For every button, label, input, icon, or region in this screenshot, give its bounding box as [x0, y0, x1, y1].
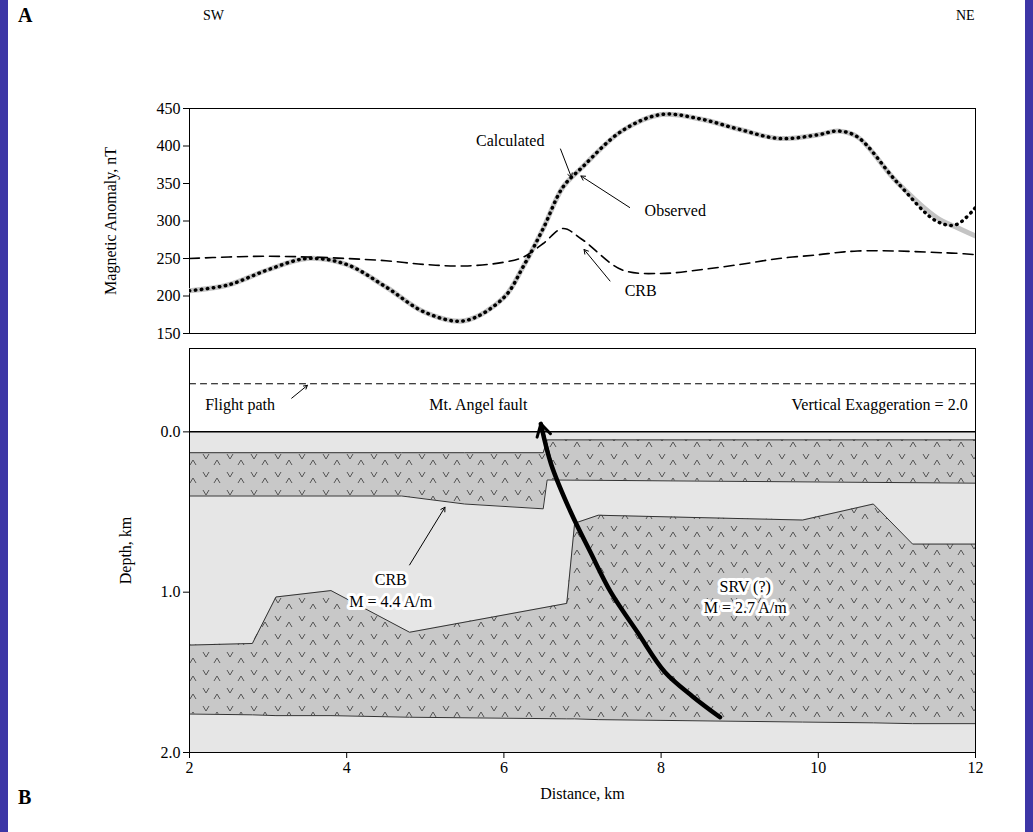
html-text:SW: SW — [203, 8, 224, 23]
svg-text:2.0: 2.0 — [161, 744, 181, 761]
svg-text:300: 300 — [157, 212, 181, 229]
svg-text:2: 2 — [186, 759, 194, 776]
svg-text:Distance, km: Distance, km — [540, 785, 625, 802]
svg-text:8: 8 — [657, 759, 665, 776]
svg-text:250: 250 — [157, 250, 181, 267]
svg-text:4: 4 — [343, 759, 351, 776]
svg-text:350: 350 — [157, 175, 181, 192]
svg-text:CRBM = 4.4 A/m: CRBM = 4.4 A/m — [349, 571, 432, 610]
svg-text:Magnetic Anomaly, nT: Magnetic Anomaly, nT — [102, 147, 120, 295]
svg-text:10: 10 — [810, 759, 826, 776]
html-text:A: A — [18, 4, 33, 26]
svg-text:400: 400 — [157, 137, 181, 154]
svg-text:Vertical Exaggeration = 2.0: Vertical Exaggeration = 2.0 — [792, 396, 968, 414]
html-text:B: B — [18, 786, 32, 808]
svg-text:CRB: CRB — [625, 282, 657, 299]
svg-text:Mt. Angel fault: Mt. Angel fault — [429, 396, 528, 414]
svg-text:12: 12 — [968, 759, 984, 776]
svg-text:150: 150 — [157, 325, 181, 342]
svg-text:200: 200 — [157, 287, 181, 304]
svg-text:6: 6 — [500, 759, 508, 776]
svg-text:Flight path: Flight path — [205, 396, 275, 414]
svg-text:450: 450 — [157, 100, 181, 117]
svg-text:Depth, km: Depth, km — [117, 516, 135, 584]
svg-text:0.0: 0.0 — [161, 423, 181, 440]
svg-text:1.0: 1.0 — [161, 583, 181, 600]
html-text:NE: NE — [956, 8, 975, 23]
svg-text:Calculated: Calculated — [476, 132, 544, 149]
svg-text:SRV (?)M = 2.7 A/m: SRV (?)M = 2.7 A/m — [704, 578, 787, 617]
svg-text:Observed: Observed — [645, 202, 706, 219]
